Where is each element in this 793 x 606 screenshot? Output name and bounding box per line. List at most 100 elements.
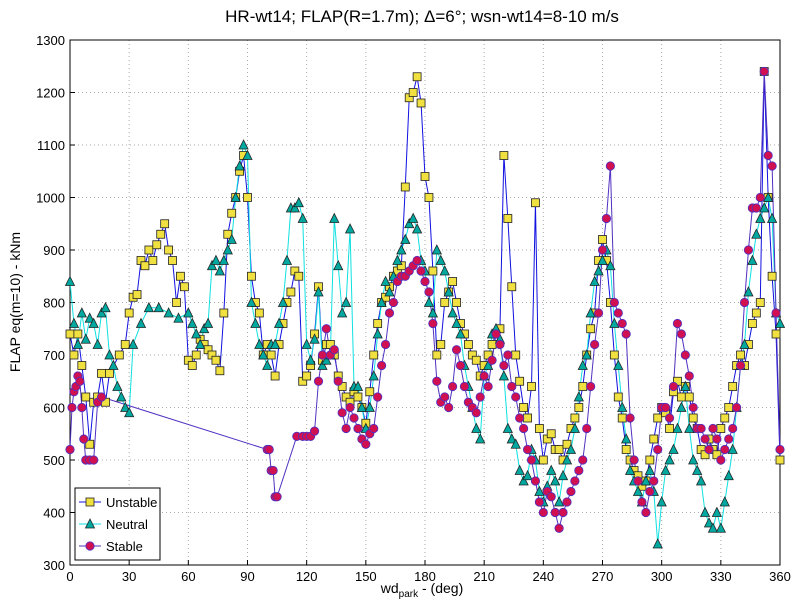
data-point [506, 433, 517, 444]
y-tick-label: 900 [43, 243, 65, 258]
data-point [660, 464, 671, 475]
y-tick-label: 1100 [37, 138, 65, 153]
data-point [471, 408, 481, 418]
data-point [187, 361, 197, 370]
data-point [696, 423, 706, 434]
data-point [514, 464, 525, 475]
data-point [89, 455, 99, 465]
data-point [755, 212, 766, 223]
data-point [140, 261, 150, 271]
data-point [570, 476, 580, 486]
data-point [428, 318, 438, 329]
data-point [380, 275, 391, 286]
x-tick-label: 120 [296, 569, 318, 584]
data-point [633, 476, 643, 486]
data-point [436, 340, 446, 349]
data-point [349, 413, 359, 423]
x-tick-label: 150 [355, 569, 377, 584]
y-tick-label: 700 [43, 348, 65, 363]
data-point [218, 254, 229, 265]
data-point [80, 333, 91, 344]
data-point [79, 434, 89, 444]
data-point [766, 212, 778, 223]
data-point [114, 350, 124, 360]
data-point [743, 286, 754, 297]
data-point [586, 381, 596, 392]
data-point [661, 402, 671, 413]
data-point [69, 350, 79, 360]
x-tick-label: 0 [66, 569, 73, 584]
data-point [519, 403, 529, 412]
data-point [294, 271, 304, 281]
y-tick-label: 300 [43, 558, 65, 573]
data-point [230, 191, 241, 202]
data-point [447, 307, 458, 318]
data-point [337, 408, 347, 418]
data-point [286, 287, 296, 297]
x-tick-label: 270 [592, 569, 614, 584]
data-point [396, 261, 406, 271]
data-point [396, 244, 407, 255]
data-point [775, 444, 785, 455]
data-point [530, 476, 541, 486]
data-point [451, 345, 462, 355]
x-tick-label: 30 [122, 569, 136, 584]
data-point [392, 254, 403, 265]
data-point [289, 202, 300, 213]
data-point [268, 465, 278, 476]
data-point [515, 413, 525, 423]
data-point [377, 360, 387, 371]
data-point [728, 382, 738, 391]
data-point [67, 402, 77, 413]
data-point [712, 434, 722, 444]
data-point [428, 266, 438, 276]
data-point [763, 150, 773, 161]
x-tick-label: 300 [651, 569, 673, 584]
data-point [699, 506, 711, 517]
data-point [301, 338, 312, 349]
data-point [724, 434, 734, 444]
data-point [720, 413, 730, 423]
data-point [160, 219, 170, 229]
data-point [65, 444, 75, 455]
data-point [317, 350, 328, 360]
data-point [546, 429, 556, 439]
data-point [270, 371, 280, 381]
data-point [302, 371, 312, 381]
data-point [617, 318, 627, 329]
data-point [373, 392, 383, 402]
data-point [344, 223, 356, 234]
data-point [507, 282, 517, 292]
data-point [463, 340, 473, 349]
data-point [692, 464, 703, 475]
data-point [97, 368, 106, 378]
data-point [708, 423, 718, 434]
data-point [247, 271, 256, 281]
data-point [582, 423, 592, 434]
data-point [372, 328, 383, 339]
data-point [77, 361, 87, 370]
data-point [222, 244, 233, 255]
data-point [452, 298, 461, 307]
data-point [664, 454, 675, 465]
data-point [546, 492, 556, 502]
data-point [511, 392, 521, 402]
data-point [96, 307, 107, 318]
data-point [724, 403, 734, 412]
data-point [105, 368, 114, 378]
data-point [613, 308, 623, 318]
data-point [124, 308, 134, 318]
data-point [597, 245, 608, 255]
data-point [557, 469, 569, 481]
data-point [112, 380, 123, 391]
data-point [649, 434, 659, 444]
data-point [550, 507, 560, 518]
data-point [621, 433, 632, 444]
data-point [440, 298, 450, 307]
data-point [621, 329, 631, 339]
data-point [578, 382, 588, 391]
data-point [365, 387, 375, 397]
data-point [321, 324, 331, 334]
data-point [84, 312, 95, 323]
